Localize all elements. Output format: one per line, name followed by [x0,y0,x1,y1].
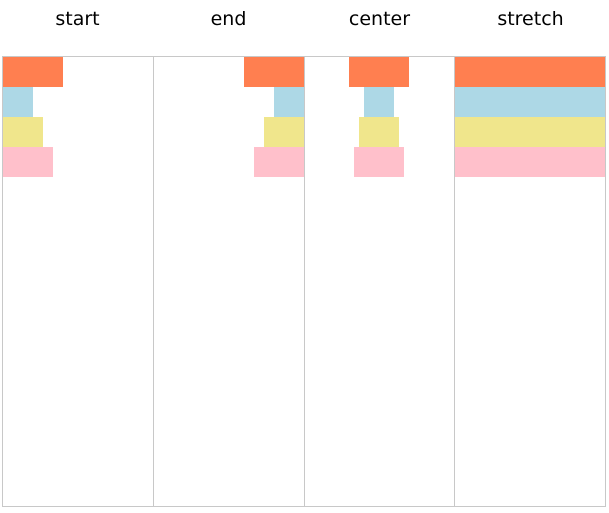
box-pink [354,147,405,177]
column-title-center: center [348,8,411,30]
box-khaki [359,117,400,147]
flex-container [2,56,606,507]
column-title-end: end [210,8,247,30]
column-stretch [455,57,605,506]
column-start [3,57,154,506]
box-khaki [455,117,605,147]
box-pink [3,147,53,177]
box-coral [3,57,63,87]
box-coral [349,57,410,87]
box-pink [253,147,304,177]
box-lightblue [273,87,304,117]
column-title-start: start [55,8,100,30]
box-pink [455,147,605,177]
column-center [305,57,456,506]
box-lightblue [364,87,395,117]
box-lightblue [3,87,33,117]
box-khaki [3,117,43,147]
column-title-stretch: stretch [497,8,564,30]
box-lightblue [455,87,605,117]
column-end [154,57,305,506]
box-coral [243,57,304,87]
box-khaki [263,117,304,147]
box-coral [455,57,605,87]
